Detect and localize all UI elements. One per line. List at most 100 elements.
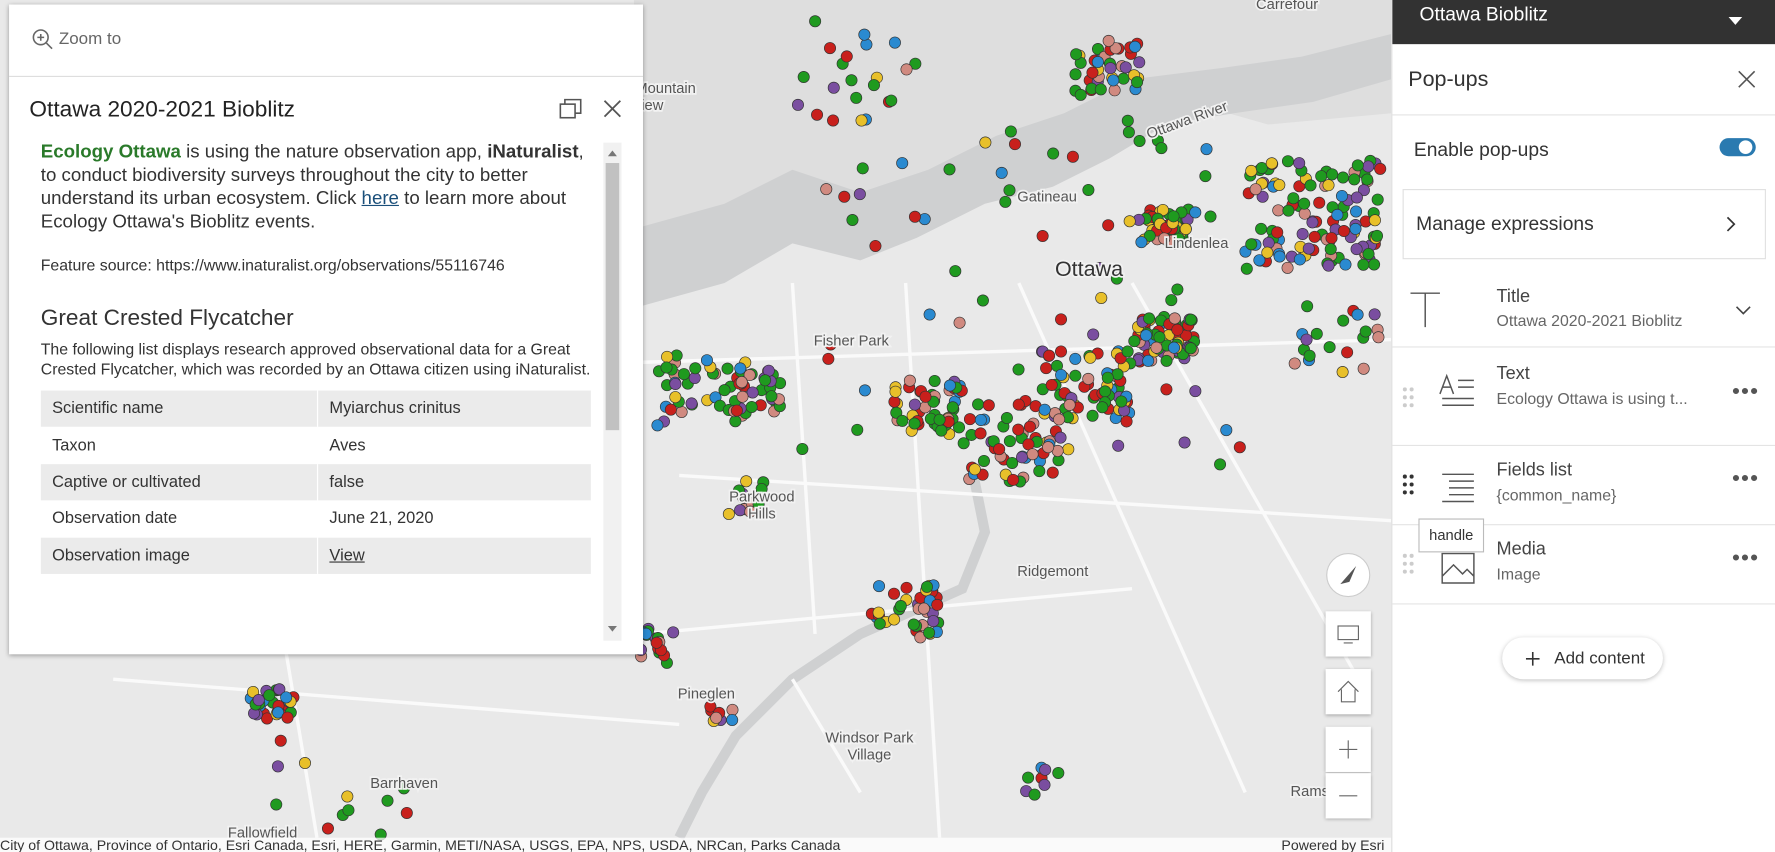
observation-dot <box>931 598 944 611</box>
content-item[interactable]: Media Image ••• <box>1392 524 1775 605</box>
observation-dot <box>270 798 283 811</box>
observation-dot <box>1315 170 1328 183</box>
app-bar[interactable]: Ottawa Bioblitz <box>1392 0 1775 45</box>
observation-dot <box>968 463 981 476</box>
observation-dot <box>734 504 747 517</box>
zoom-to-button[interactable]: Zoom to <box>9 5 643 77</box>
zoom-icon <box>32 29 53 50</box>
manage-label: Manage expressions <box>1416 212 1594 235</box>
screen-toggle-button[interactable] <box>1325 611 1371 657</box>
observation-dot <box>1062 443 1075 456</box>
observation-dot <box>1350 243 1363 256</box>
species-heading: Great Crested Flycatcher <box>40 305 294 331</box>
observation-dot <box>1200 143 1213 156</box>
observation-dot <box>976 294 989 307</box>
observation-dot <box>1086 409 1099 422</box>
observation-dot <box>744 505 757 518</box>
more-menu[interactable]: ••• <box>1731 466 1760 492</box>
expand-chevron[interactable] <box>1734 305 1752 316</box>
home-button[interactable] <box>1325 669 1371 715</box>
zoom-out-button[interactable] <box>1325 773 1371 819</box>
observation-dot <box>1115 395 1128 408</box>
powered-by: Powered by Esri <box>1281 837 1385 852</box>
content-item[interactable]: Text Ecology Ottawa is using t... ••• <box>1392 349 1775 447</box>
observation-dot <box>1322 259 1335 272</box>
observation-dot <box>1253 254 1266 267</box>
close-button[interactable] <box>602 98 622 118</box>
manage-expressions-button[interactable]: Manage expressions <box>1402 189 1766 260</box>
content-item[interactable]: Title Ottawa 2020-2021 Bioblitz <box>1392 277 1775 348</box>
observation-dot <box>1004 125 1017 138</box>
observation-dot <box>824 42 837 55</box>
observation-dot <box>1179 222 1192 235</box>
scroll-up[interactable] <box>607 148 618 157</box>
observation-dot <box>1082 183 1095 196</box>
content-item[interactable]: Fields list {common_name} ••• <box>1392 445 1775 526</box>
observation-dot <box>1042 441 1055 454</box>
observation-dot <box>1096 401 1109 414</box>
zoom-in-button[interactable] <box>1325 726 1371 773</box>
observation-dot <box>1070 48 1083 61</box>
observation-dot <box>669 391 682 404</box>
observation-dot <box>1296 227 1309 240</box>
observation-dot <box>1119 61 1132 74</box>
field-name: Observation date <box>40 500 319 538</box>
drag-handle[interactable] <box>1402 386 1414 407</box>
observation-dot <box>1374 162 1387 175</box>
scroll-thumb[interactable] <box>605 163 620 431</box>
drag-handle[interactable] <box>1402 553 1414 574</box>
observation-dot <box>1171 323 1184 336</box>
observation-dot <box>1313 196 1326 209</box>
observation-dot <box>1055 313 1068 326</box>
map-label: Gatineau <box>1017 189 1077 205</box>
observation-dot <box>381 794 394 807</box>
observation-dot <box>1371 193 1384 206</box>
observation-dot <box>1093 262 1106 275</box>
species-description: The following list displays research app… <box>40 339 591 379</box>
map-label: Barrhaven <box>370 776 438 792</box>
popup-title: Ottawa 2020-2021 Bioblitz <box>29 97 295 123</box>
observation-dot <box>840 50 853 63</box>
observation-dot <box>1184 313 1197 326</box>
handle-dot <box>1402 569 1407 574</box>
popup: Zoom to Ottawa 2020-2021 Bioblitz Ecolog… <box>9 4 643 655</box>
observation-dot <box>1351 308 1364 321</box>
item-sub: Image <box>1496 564 1541 583</box>
add-content-button[interactable]: Add content <box>1502 637 1663 680</box>
observation-dot <box>890 406 903 419</box>
observation-dot <box>1140 329 1153 342</box>
observation-dot <box>710 711 723 724</box>
observation-dot <box>1168 312 1181 325</box>
panel-close[interactable] <box>1738 70 1756 88</box>
drag-handle[interactable] <box>1402 474 1414 495</box>
observation-dot <box>1120 415 1133 428</box>
observation-dot <box>1362 248 1375 261</box>
item-icon <box>1439 373 1474 406</box>
field-link[interactable]: View <box>329 546 365 565</box>
observation-dot <box>908 398 921 411</box>
observation-dot <box>1022 771 1035 784</box>
intro-text-part: , to conduct biodiversity surveys throug… <box>40 141 584 209</box>
observation-dot <box>397 782 410 795</box>
observation-dot <box>1128 335 1141 348</box>
scroll-down[interactable] <box>607 625 618 634</box>
observation-dot <box>1117 72 1130 85</box>
observation-dot <box>1109 42 1122 55</box>
attribution: City of Ottawa, Province of Ontario, Esr… <box>0 837 841 852</box>
intro-link[interactable]: here <box>361 187 399 209</box>
observation-dot <box>660 361 673 374</box>
enable-toggle[interactable] <box>1718 137 1756 157</box>
scrollbar[interactable] <box>603 142 622 641</box>
observation-dot <box>1038 778 1051 791</box>
glyph <box>1410 292 1440 328</box>
observation-dot <box>1054 431 1067 444</box>
observation-dot <box>1012 398 1025 411</box>
more-menu[interactable]: ••• <box>1731 545 1760 571</box>
dock-button[interactable] <box>559 97 582 120</box>
observation-dot <box>1107 74 1120 87</box>
tooltip: handle <box>1418 518 1485 553</box>
observation-dot <box>1033 465 1046 478</box>
more-menu[interactable]: ••• <box>1731 378 1760 404</box>
observation-dot <box>811 108 824 121</box>
